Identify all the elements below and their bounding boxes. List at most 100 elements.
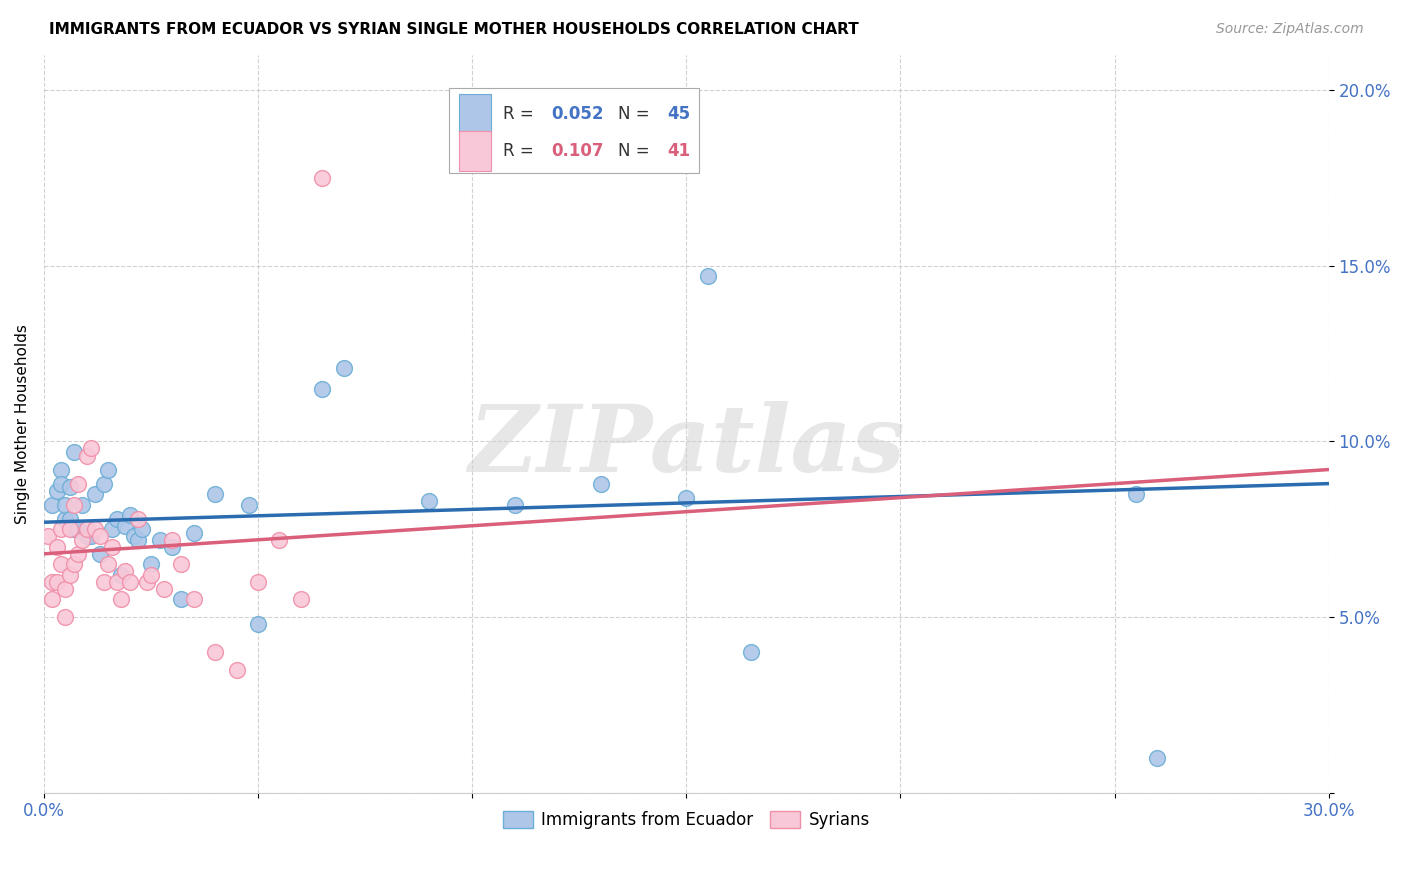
Text: R =: R =: [502, 142, 538, 160]
Point: [84, 487, 107, 501]
Point: [76, 522, 98, 536]
Text: IMMIGRANTS FROM ECUADOR VS SYRIAN SINGLE MOTHER HOUSEHOLDS CORRELATION CHART: IMMIGRANTS FROM ECUADOR VS SYRIAN SINGLE…: [49, 22, 859, 37]
Point: [80, 529, 103, 543]
Point: [114, 565, 136, 579]
Point: [105, 512, 128, 526]
Point: [127, 512, 149, 526]
Point: [80, 442, 103, 456]
Point: [41, 592, 63, 607]
Point: [63, 445, 86, 459]
Point: [204, 645, 226, 659]
Point: [170, 592, 193, 607]
Point: [139, 558, 162, 572]
Y-axis label: Single Mother Households: Single Mother Households: [15, 324, 30, 524]
Point: [67, 547, 90, 561]
Point: [97, 558, 120, 572]
Point: [58, 480, 80, 494]
Text: ZIPatlas: ZIPatlas: [468, 401, 905, 491]
Point: [53, 610, 76, 624]
Point: [45, 540, 67, 554]
Point: [110, 568, 132, 582]
Point: [696, 269, 718, 284]
Point: [45, 483, 67, 498]
Point: [131, 522, 153, 536]
Legend: Immigrants from Ecuador, Syrians: Immigrants from Ecuador, Syrians: [496, 805, 876, 836]
Point: [139, 568, 162, 582]
Point: [418, 494, 440, 508]
Point: [49, 522, 72, 536]
Point: [170, 558, 193, 572]
Text: R =: R =: [502, 105, 538, 123]
Point: [162, 540, 184, 554]
Point: [127, 533, 149, 547]
Point: [53, 512, 76, 526]
Point: [110, 592, 132, 607]
Point: [93, 574, 115, 589]
Point: [89, 547, 111, 561]
Point: [63, 558, 86, 572]
Point: [53, 582, 76, 596]
Point: [238, 498, 260, 512]
Point: [58, 522, 80, 536]
Text: 0.052: 0.052: [551, 105, 605, 123]
Point: [105, 574, 128, 589]
Point: [67, 476, 90, 491]
Point: [49, 558, 72, 572]
Point: [183, 525, 205, 540]
Point: [290, 592, 312, 607]
Text: 45: 45: [666, 105, 690, 123]
Point: [101, 540, 124, 554]
Point: [162, 533, 184, 547]
Point: [1146, 750, 1168, 764]
FancyBboxPatch shape: [458, 94, 491, 135]
Text: N =: N =: [619, 105, 655, 123]
Point: [63, 498, 86, 512]
Point: [269, 533, 291, 547]
Point: [247, 574, 270, 589]
Point: [225, 663, 247, 677]
Point: [72, 533, 94, 547]
Point: [93, 476, 115, 491]
Point: [89, 529, 111, 543]
Point: [58, 568, 80, 582]
Point: [675, 491, 697, 505]
FancyBboxPatch shape: [449, 88, 699, 173]
Point: [589, 476, 612, 491]
Point: [58, 512, 80, 526]
Point: [53, 498, 76, 512]
Point: [204, 487, 226, 501]
Text: Source: ZipAtlas.com: Source: ZipAtlas.com: [1216, 22, 1364, 37]
Point: [63, 522, 86, 536]
Point: [311, 382, 333, 396]
Point: [45, 574, 67, 589]
Point: [740, 645, 762, 659]
Point: [84, 522, 107, 536]
Point: [101, 522, 124, 536]
Point: [153, 582, 176, 596]
Text: N =: N =: [619, 142, 655, 160]
Text: 41: 41: [666, 142, 690, 160]
Point: [247, 617, 270, 632]
Point: [49, 462, 72, 476]
Text: 0.107: 0.107: [551, 142, 605, 160]
Point: [76, 449, 98, 463]
Point: [1125, 487, 1147, 501]
Point: [332, 360, 354, 375]
Point: [118, 508, 141, 523]
Point: [135, 574, 157, 589]
FancyBboxPatch shape: [458, 131, 491, 171]
Point: [49, 476, 72, 491]
Point: [503, 498, 526, 512]
Point: [183, 592, 205, 607]
Point: [148, 533, 170, 547]
Point: [118, 574, 141, 589]
Point: [41, 498, 63, 512]
Point: [122, 529, 145, 543]
Point: [97, 462, 120, 476]
Point: [67, 522, 90, 536]
Point: [37, 529, 59, 543]
Point: [76, 529, 98, 543]
Point: [311, 171, 333, 186]
Point: [72, 498, 94, 512]
Point: [41, 574, 63, 589]
